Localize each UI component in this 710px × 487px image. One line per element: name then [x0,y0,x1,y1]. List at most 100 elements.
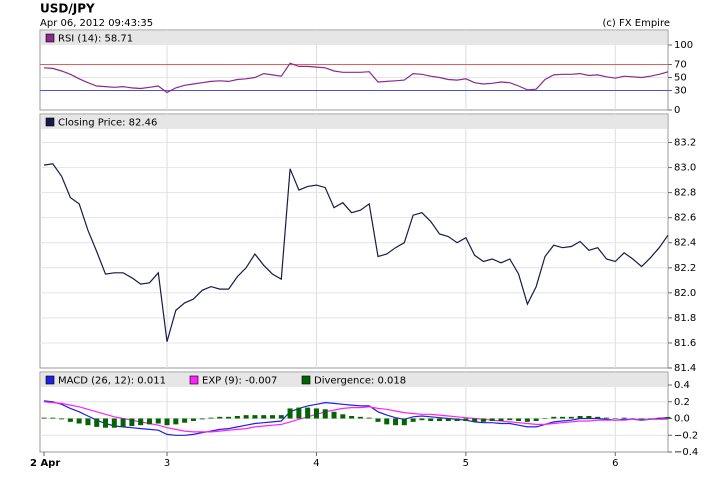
divergence-bar [401,418,407,426]
divergence-bar [67,418,73,422]
divergence-bar [375,418,381,422]
y-tick-label: 83.0 [674,163,696,174]
divergence-bar [146,418,152,425]
divergence-bar [129,418,135,427]
legend-label: Closing Price: 82.46 [58,118,157,129]
divergence-bar [560,416,566,419]
divergence-bar [138,418,144,426]
y-tick-label: 0 [674,105,680,116]
divergence-bar [270,415,276,419]
divergence-bar [349,415,355,419]
y-tick-label: 82.8 [674,188,696,199]
y-tick-label: 100 [674,40,693,51]
divergence-bar [155,418,161,424]
divergence-bar [287,408,293,419]
divergence-bar [630,418,636,419]
legend-label: Divergence: 0.018 [314,376,406,387]
divergence-bar [480,418,486,422]
x-tick-label: 4 [313,458,319,469]
y-tick-label: 50 [674,73,687,84]
y-tick-label: −0.2 [674,430,698,441]
divergence-bar [472,418,478,422]
x-tick-label: 3 [164,458,170,469]
legend-bar [41,115,667,129]
y-tick-label: 0.2 [674,397,690,408]
divergence-bar [463,418,469,422]
legend-swatch [45,375,55,385]
y-tick-label: 70 [674,60,687,71]
y-tick-label: 83.2 [674,138,696,149]
divergence-bar [111,418,117,428]
y-tick-label: −0.4 [674,447,698,458]
divergence-bar [50,417,56,419]
y-tick-label: 82.6 [674,213,696,224]
divergence-bar [357,416,363,419]
divergence-bar [656,417,662,419]
legend-swatch [189,375,199,385]
divergence-bar [278,415,284,419]
legend-label: MACD (26, 12): 0.011 [58,376,166,387]
divergence-bar [665,416,671,419]
chart-title: USD/JPY [40,2,95,16]
divergence-bar [305,407,311,419]
divergence-bar [419,418,425,421]
y-tick-label: 81.4 [674,363,696,374]
x-tick-label: 5 [463,458,469,469]
credit: (c) FX Empire [603,18,671,29]
divergence-bar [384,418,390,425]
divergence-bar [296,407,302,419]
divergence-bar [41,417,47,419]
x-tick-label: 6 [612,458,618,469]
divergence-bar [120,418,126,427]
x-tick-label: 2 Apr [30,458,60,469]
divergence-bar [524,418,530,422]
divergence-bar [199,418,205,420]
series-line [43,400,669,436]
divergence-bar [76,418,82,424]
divergence-bar [313,408,319,419]
y-tick-label: 82.4 [674,238,696,249]
timestamp: Apr 06, 2012 09:43:35 [40,18,153,29]
divergence-bar [639,418,645,420]
divergence-bar [94,418,100,427]
legend-swatch [45,33,55,43]
divergence-bar [428,418,434,422]
y-tick-label: 30 [674,86,687,97]
divergence-bar [621,417,627,419]
divergence-bar [217,416,223,419]
divergence-bar [208,417,214,419]
divergence-bar [243,415,249,419]
y-tick-label: 82.2 [674,263,696,274]
y-tick-label: 81.8 [674,313,696,324]
divergence-bar [322,409,328,419]
divergence-bar [445,418,451,422]
divergence-bar [393,418,399,426]
legend-bar [41,31,667,45]
series-line [43,62,669,94]
y-tick-label: 0.4 [674,380,690,391]
divergence-bar [603,417,609,419]
legend-label: RSI (14): 58.71 [58,34,133,45]
divergence-bar [568,416,574,419]
legend-swatch [45,117,55,127]
divergence-bar [436,418,442,422]
divergence-bar [261,415,267,419]
divergence-bar [542,418,548,419]
divergence-bar [410,418,416,422]
series-line [43,163,669,342]
divergence-bar [103,418,109,428]
divergence-bar [85,418,91,426]
divergence-bar [647,418,653,419]
divergence-bar [331,411,337,419]
y-tick-label: 0.0 [674,414,690,425]
divergence-bar [489,418,495,422]
divergence-bar [586,415,592,419]
divergence-bar [612,418,618,419]
divergence-bar [577,415,583,419]
divergence-bar [533,418,539,422]
divergence-bar [190,418,196,422]
divergence-bar [507,418,513,421]
divergence-bar [59,418,65,420]
legend-label: EXP (9): -0.007 [202,376,277,387]
